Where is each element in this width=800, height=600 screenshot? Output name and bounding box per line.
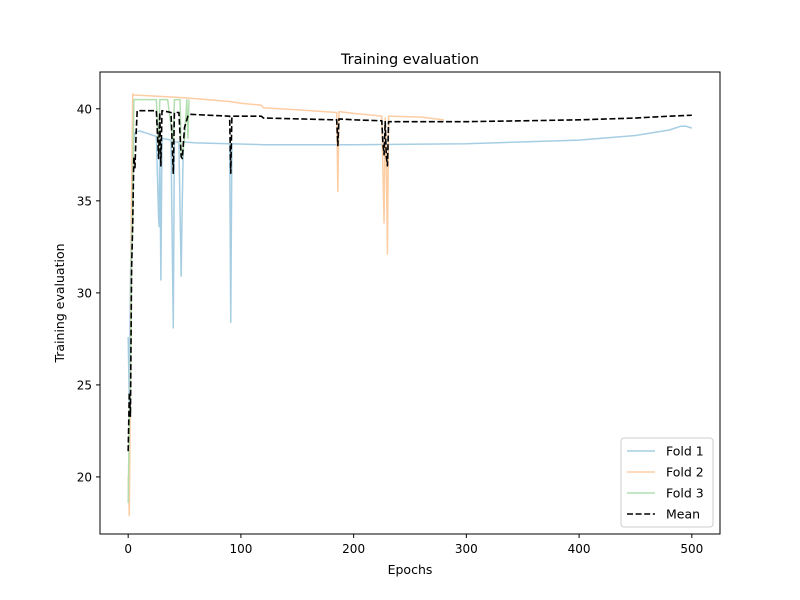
y-tick-label: 20 [77,470,92,484]
x-tick-label: 400 [568,542,591,556]
y-axis-label: Training evaluation [52,243,67,363]
legend-label: Mean [666,507,700,522]
y-tick-label: 40 [77,102,92,116]
series-line-mean [127,109,692,452]
x-axis-label: Epochs [388,562,433,577]
plot-series [127,93,693,517]
x-tick-label: 300 [455,542,478,556]
x-tick-label: 200 [342,542,365,556]
y-tick-label: 25 [77,378,92,392]
legend-label: Fold 2 [666,465,704,480]
plot-frame [99,71,721,535]
chart-title: Training evaluation [340,52,479,68]
x-tick-label: 100 [229,542,252,556]
legend: Fold 1 Fold 2 Fold 3 Mean [620,437,714,528]
legend-label: Fold 1 [666,444,704,459]
y-axis: 20 25 30 35 40 [77,102,100,484]
x-axis: 0 100 200 300 400 500 [124,534,703,556]
y-tick-label: 30 [77,286,92,300]
legend-box [620,437,714,528]
legend-label: Fold 3 [666,486,704,501]
x-tick-label: 0 [124,542,132,556]
x-tick-label: 500 [680,542,703,556]
y-tick-label: 35 [77,194,92,208]
